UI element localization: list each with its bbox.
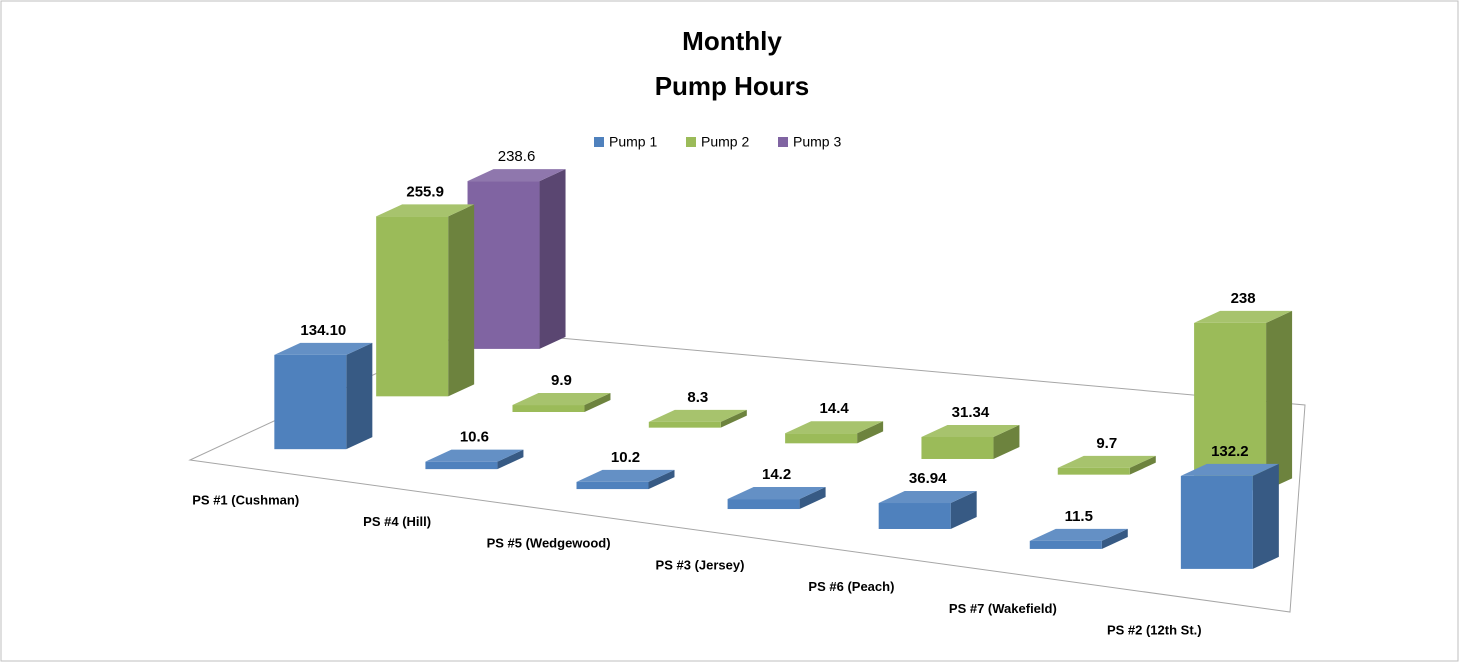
bar-side: [720, 409, 747, 428]
bar: [512, 405, 585, 412]
bar-side: [950, 491, 977, 529]
value-label: 9.9: [551, 372, 572, 389]
bar-side: [1101, 528, 1128, 549]
x-tick-label: PS #1 (Cushman): [192, 492, 299, 507]
bar-side: [346, 342, 373, 450]
bar-side: [497, 449, 524, 470]
value-label: 238: [1231, 290, 1256, 307]
bar: [878, 503, 951, 529]
x-tick-label: PS #7 (Wakefield): [949, 601, 1057, 616]
bar-top: [878, 491, 977, 504]
value-label: 36.94: [909, 470, 947, 487]
bar: [376, 216, 449, 397]
x-tick-label: PS #6 (Peach): [808, 579, 894, 594]
value-label: 9.7: [1096, 435, 1117, 452]
bar: [274, 354, 347, 450]
bar-top: [727, 487, 826, 500]
bar: [1194, 322, 1267, 491]
chart-title: Pump Hours: [655, 71, 810, 101]
bar-side: [799, 487, 826, 510]
bar: [467, 181, 540, 349]
bar: [921, 436, 994, 459]
bar: [1057, 467, 1130, 475]
bar-top: [425, 449, 524, 462]
value-label: 8.3: [687, 389, 708, 406]
x-tick-label: PS #5 (Wedgewood): [487, 536, 611, 551]
bar-side: [1252, 463, 1279, 569]
bar: [576, 481, 649, 490]
legend-label: Pump 2: [701, 134, 749, 150]
bar-side: [1129, 455, 1156, 475]
bar-side: [448, 204, 475, 397]
bar: [425, 461, 498, 470]
bar-side: [1266, 310, 1293, 491]
bar-top: [1029, 528, 1128, 541]
legend-swatch: [594, 137, 604, 147]
bar-top: [576, 469, 675, 482]
legend-label: Pump 3: [793, 134, 841, 150]
x-tick-label: PS #2 (12th St.): [1107, 623, 1202, 638]
value-label: 10.6: [460, 429, 489, 446]
bar-side: [857, 421, 884, 444]
value-label: 11.5: [1065, 508, 1093, 525]
legend-swatch: [778, 137, 788, 147]
bar-side: [648, 469, 675, 490]
bar-top: [274, 342, 373, 355]
bar-top: [921, 424, 1020, 437]
chart-title: Monthly: [682, 26, 782, 56]
bar-top: [785, 421, 884, 434]
bar: [1029, 540, 1102, 549]
bar-top: [648, 409, 747, 422]
bar-top: [1194, 310, 1293, 323]
x-tick-label: PS #4 (Hill): [363, 514, 431, 529]
x-tick-label: PS #3 (Jersey): [656, 557, 745, 572]
bar-top: [376, 204, 475, 217]
value-label: 132.2: [1211, 443, 1249, 460]
bar: [785, 433, 858, 444]
value-label: 31.34: [952, 404, 990, 421]
bar-top: [1057, 455, 1156, 468]
bar-top: [467, 169, 566, 182]
value-label: 14.4: [820, 400, 850, 417]
bar: [648, 421, 721, 428]
legend-swatch: [686, 137, 696, 147]
bar-top: [1180, 463, 1279, 476]
value-label: 238.6: [498, 148, 536, 165]
bar-top: [512, 393, 611, 406]
bar-side: [993, 424, 1020, 459]
bar: [1180, 475, 1253, 569]
value-label: 10.2: [611, 449, 640, 466]
value-label: 134.10: [300, 322, 346, 339]
bar-side: [584, 393, 611, 412]
value-label: 255.9: [406, 183, 444, 200]
bar: [727, 499, 800, 510]
bar-side: [539, 169, 566, 349]
legend-label: Pump 1: [609, 134, 657, 150]
value-label: 14.2: [762, 466, 791, 483]
